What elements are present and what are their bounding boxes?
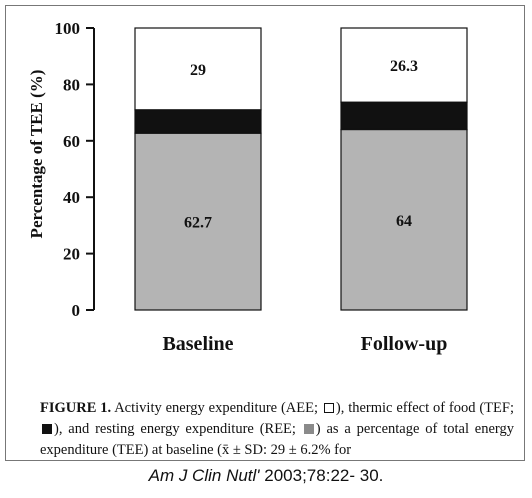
y-tick-label: 60	[63, 132, 80, 151]
bar-segment-aee	[134, 27, 262, 111]
bar-value-label: 62.7	[184, 215, 212, 232]
citation-journal: Am J Clin Nutl'	[148, 466, 260, 485]
citation: Am J Clin Nutl' 2003;78:22- 30.	[0, 466, 532, 486]
bar-segment-ree	[340, 128, 468, 311]
bar-segment-tef	[134, 109, 262, 134]
y-axis-label: Percentage of TEE (%)	[27, 70, 46, 239]
y-tick-label: 40	[63, 188, 80, 207]
bar-value-label: 29	[190, 62, 206, 79]
x-axis-labels: Baseline Follow-up	[162, 333, 447, 355]
caption-text-4: ) as a percentage of total energy expend…	[40, 421, 514, 458]
bar-segment-ree	[134, 132, 262, 311]
open-square-icon	[323, 403, 334, 413]
stacked-bar-chart: 0 20 40 60 80 100 62.7 29 64 26.3 Baseline Follow…	[27, 19, 468, 355]
y-tick-label: 20	[63, 245, 80, 264]
caption-text-1: Activity energy expenditure (AEE;	[111, 400, 319, 416]
figure-caption: FIGURE 1. Activity energy expenditure (A…	[40, 398, 514, 460]
caption-figure-label: FIGURE 1.	[40, 400, 112, 416]
x-category-label: Follow-up	[361, 333, 448, 355]
bar-value-labels: 62.7 29 64 26.3	[184, 58, 418, 232]
y-tick-label: 100	[55, 19, 81, 38]
y-tick-label: 80	[63, 75, 80, 94]
bars	[134, 27, 468, 311]
figure-panel: 0 20 40 60 80 100 62.7 29 64 26.3 Baseline Follow…	[5, 5, 525, 461]
y-axis: 0 20 40 60 80 100	[55, 19, 95, 320]
bar-value-label: 26.3	[390, 58, 418, 75]
bar-segment-tef	[340, 101, 468, 131]
bar-segment-aee	[340, 27, 468, 103]
x-category-label: Baseline	[162, 333, 233, 355]
y-tick-label: 0	[72, 301, 81, 320]
caption-text-3: ), and resting energy expenditure (REE;	[54, 421, 296, 437]
black-square-icon	[42, 424, 52, 434]
citation-details: 2003;78:22- 30.	[259, 466, 384, 485]
bar-value-label: 64	[396, 213, 412, 230]
caption-text-2: ), thermic effect of food (TEF;	[335, 400, 514, 416]
gray-square-icon	[303, 424, 314, 434]
